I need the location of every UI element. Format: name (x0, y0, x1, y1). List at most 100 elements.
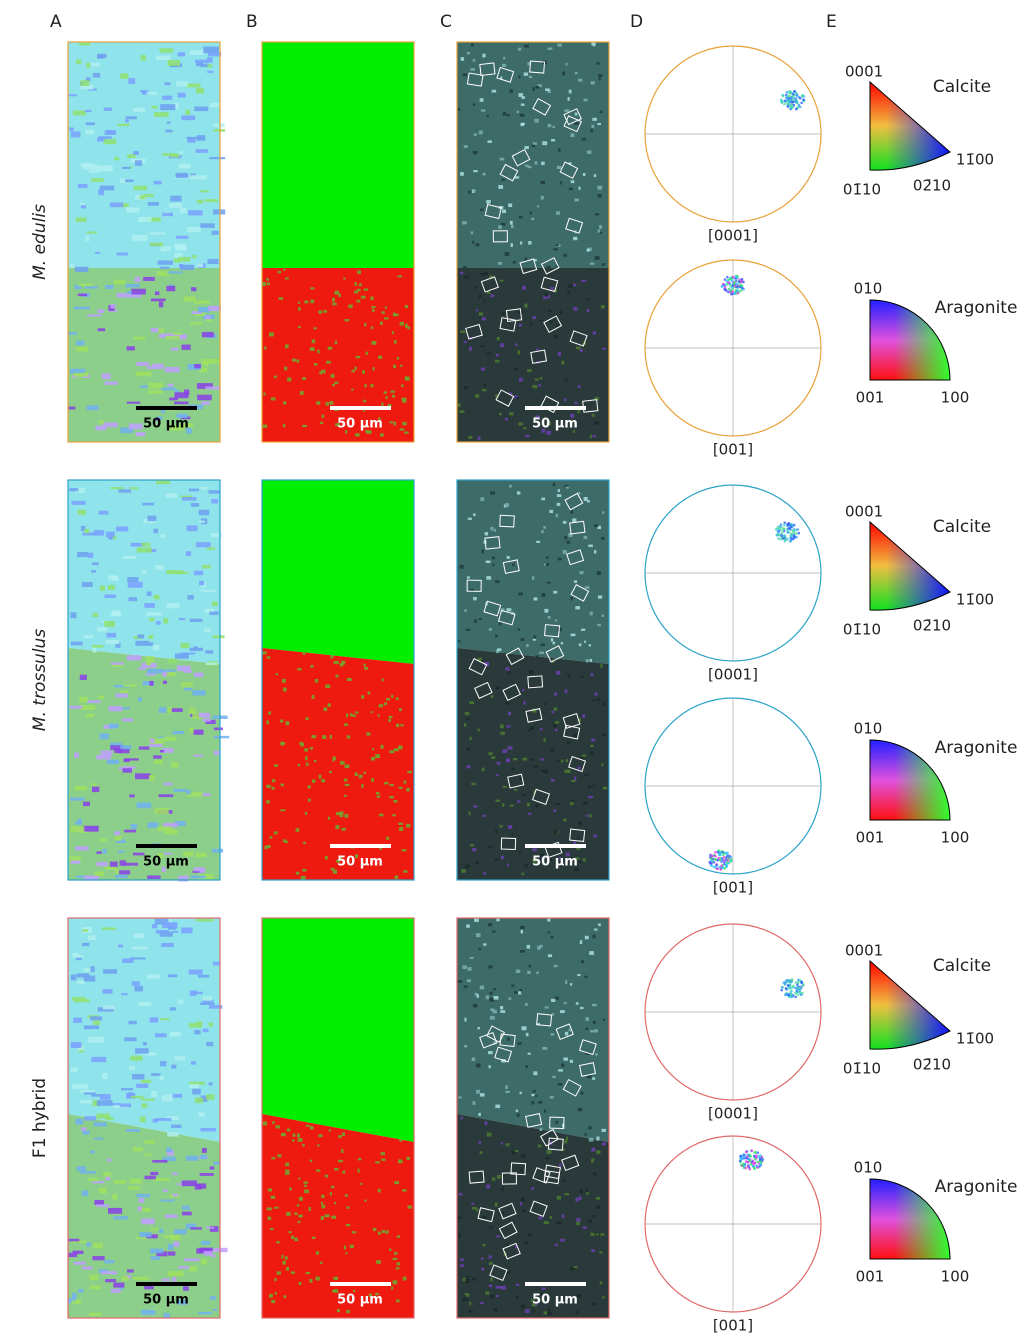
texture (153, 594, 160, 600)
texture (536, 348, 539, 351)
texture (187, 137, 196, 143)
texture (68, 94, 77, 97)
texture (152, 418, 161, 421)
texture (515, 343, 518, 346)
texture (568, 532, 573, 537)
texture (491, 1177, 496, 1181)
texture (129, 794, 135, 798)
texture (302, 652, 306, 655)
texture (91, 1094, 103, 1097)
map-region (262, 1114, 414, 1318)
texture (183, 670, 192, 673)
texture (590, 744, 594, 748)
texture (167, 1132, 179, 1137)
texture (481, 1267, 485, 1271)
texture (581, 960, 584, 964)
texture (464, 1045, 468, 1048)
texture (385, 396, 388, 399)
texture (467, 967, 472, 971)
texture (140, 54, 147, 61)
texture (305, 717, 309, 720)
texture (121, 1276, 129, 1281)
texture (170, 1124, 182, 1128)
texture (502, 209, 507, 214)
texture (462, 73, 467, 77)
texture (146, 656, 155, 663)
texture (110, 487, 124, 490)
texture (502, 803, 505, 807)
texture (386, 698, 390, 701)
texture (189, 618, 203, 622)
texture (297, 301, 301, 304)
texture (506, 555, 510, 559)
texture (472, 240, 475, 245)
texture (333, 1201, 337, 1205)
texture (206, 547, 215, 550)
texture (579, 940, 583, 945)
texture (207, 70, 214, 73)
texture (589, 434, 592, 439)
pole-point (732, 292, 736, 295)
texture (389, 784, 394, 787)
texture (344, 813, 349, 818)
texture (582, 1226, 587, 1230)
texture (86, 231, 97, 234)
texture (310, 287, 315, 290)
texture (548, 309, 552, 313)
texture (495, 634, 498, 638)
texture (462, 1278, 467, 1282)
texture (479, 1093, 485, 1097)
texture (363, 663, 366, 667)
crystal-outline (498, 1221, 518, 1240)
texture (345, 1252, 348, 1255)
texture (105, 1279, 117, 1283)
texture (542, 769, 545, 773)
texture (143, 276, 155, 281)
texture (597, 185, 603, 190)
texture (398, 822, 403, 825)
pole-point (716, 867, 719, 871)
texture (181, 1211, 192, 1216)
texture (537, 84, 542, 88)
texture (570, 801, 574, 806)
texture (307, 785, 311, 789)
map-region (457, 1114, 609, 1318)
texture (334, 1168, 339, 1171)
texture (495, 649, 500, 654)
texture (292, 1139, 295, 1142)
texture (388, 715, 393, 719)
texture (130, 1055, 143, 1061)
texture (462, 221, 467, 225)
texture (154, 808, 169, 814)
texture (576, 1221, 580, 1226)
texture (546, 430, 551, 435)
texture (585, 1052, 591, 1055)
texture (397, 1159, 403, 1164)
texture (520, 122, 524, 127)
crystal-outline (562, 1078, 582, 1097)
texture (549, 1096, 554, 1099)
texture (160, 534, 166, 538)
texture (344, 764, 350, 769)
texture (577, 766, 581, 770)
texture (149, 743, 163, 748)
texture (172, 1172, 178, 1176)
texture (303, 841, 306, 845)
texture (135, 371, 152, 377)
texture (507, 746, 513, 750)
texture (524, 864, 528, 868)
texture (364, 666, 368, 670)
texture (160, 104, 176, 111)
texture (547, 123, 552, 128)
texture (592, 1003, 597, 1007)
crystal-outline (468, 1170, 485, 1184)
texture (596, 62, 601, 65)
pole-point (727, 287, 731, 291)
texture (310, 299, 315, 304)
texture (173, 788, 187, 792)
texture (592, 331, 597, 335)
texture (205, 650, 214, 654)
texture (384, 306, 387, 309)
texture (514, 367, 519, 371)
texture (73, 1017, 83, 1023)
